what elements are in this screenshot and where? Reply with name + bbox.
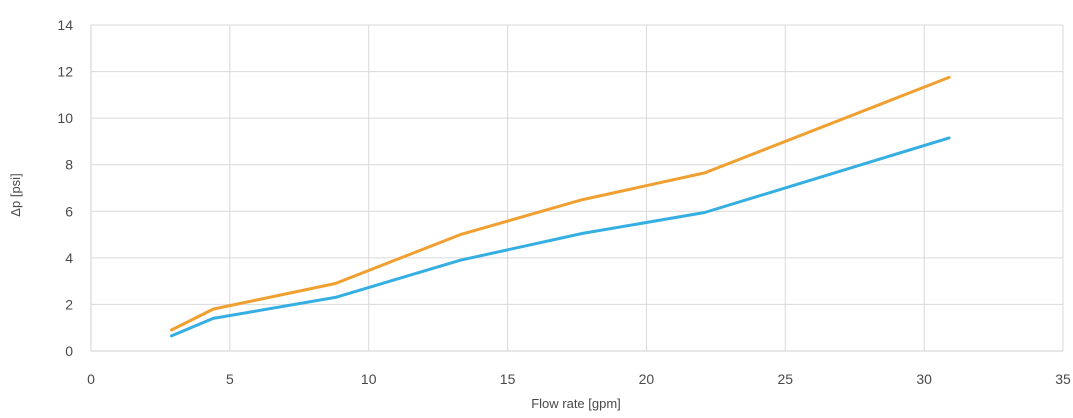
x-tick-label: 35 xyxy=(1055,371,1071,387)
y-tick-label: 4 xyxy=(65,250,73,266)
x-tick-label: 30 xyxy=(916,371,932,387)
grid xyxy=(91,24,1064,351)
x-tick-label: 0 xyxy=(87,371,95,387)
tick-labels: 0 2 4 6 8 10 12 14 0 5 10 15 20 25 30 35 xyxy=(57,17,1071,387)
y-tick-label: 12 xyxy=(57,64,73,80)
x-tick-label: 20 xyxy=(639,371,655,387)
x-tick-label: 5 xyxy=(226,371,234,387)
y-tick-label: 2 xyxy=(65,296,73,312)
axes xyxy=(90,25,1063,352)
series-line-2 xyxy=(170,136,951,338)
x-axis-title: Flow rate [gpm] xyxy=(531,396,621,411)
y-tick-label: 6 xyxy=(65,203,73,219)
y-tick-label: 8 xyxy=(65,157,73,173)
y-tick-label: 14 xyxy=(57,17,73,33)
x-tick-label: 25 xyxy=(777,371,793,387)
x-tick-label: 10 xyxy=(361,371,377,387)
series-lines xyxy=(170,75,951,338)
y-axis-title: Δp [psi] xyxy=(8,173,23,216)
y-tick-label: 10 xyxy=(57,110,73,126)
y-tick-label: 0 xyxy=(65,343,73,359)
series-line-1 xyxy=(170,75,951,332)
x-tick-label: 15 xyxy=(500,371,516,387)
